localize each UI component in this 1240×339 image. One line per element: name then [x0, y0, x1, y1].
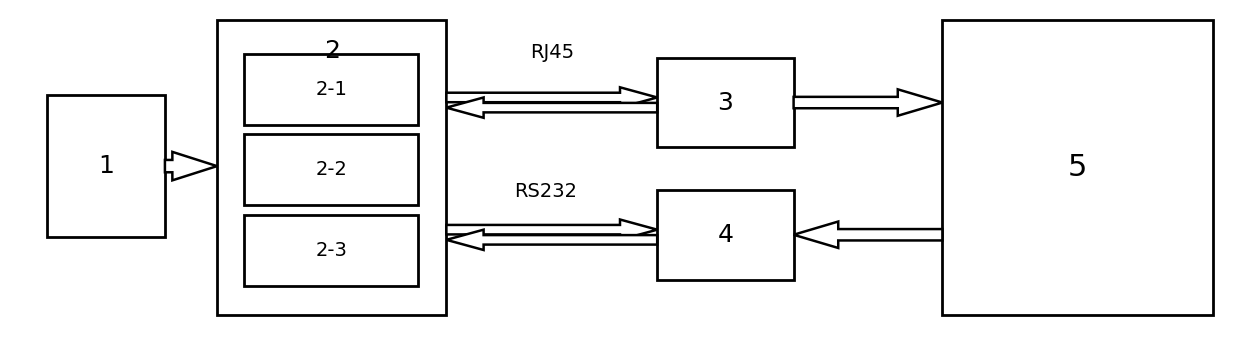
Polygon shape	[446, 87, 657, 108]
Text: 2-1: 2-1	[315, 80, 347, 99]
Polygon shape	[794, 89, 942, 116]
Text: RS232: RS232	[515, 182, 577, 201]
Text: 5: 5	[1068, 153, 1087, 182]
Text: 4: 4	[718, 223, 733, 247]
Bar	[47, 95, 165, 237]
Polygon shape	[794, 222, 942, 248]
Polygon shape	[165, 152, 217, 180]
Bar	[244, 134, 418, 205]
Text: 3: 3	[718, 91, 733, 115]
Polygon shape	[446, 98, 657, 118]
Text: 2-3: 2-3	[315, 241, 347, 260]
Text: 1: 1	[98, 154, 114, 178]
Text: RJ45: RJ45	[529, 43, 574, 62]
Bar	[657, 190, 794, 280]
Bar	[217, 20, 446, 315]
Text: 2-2: 2-2	[315, 160, 347, 179]
Bar	[942, 20, 1213, 315]
Text: 2: 2	[324, 39, 340, 63]
Polygon shape	[446, 220, 657, 240]
Bar	[244, 54, 418, 125]
Bar	[244, 215, 418, 286]
Polygon shape	[446, 230, 657, 250]
Bar	[657, 58, 794, 147]
